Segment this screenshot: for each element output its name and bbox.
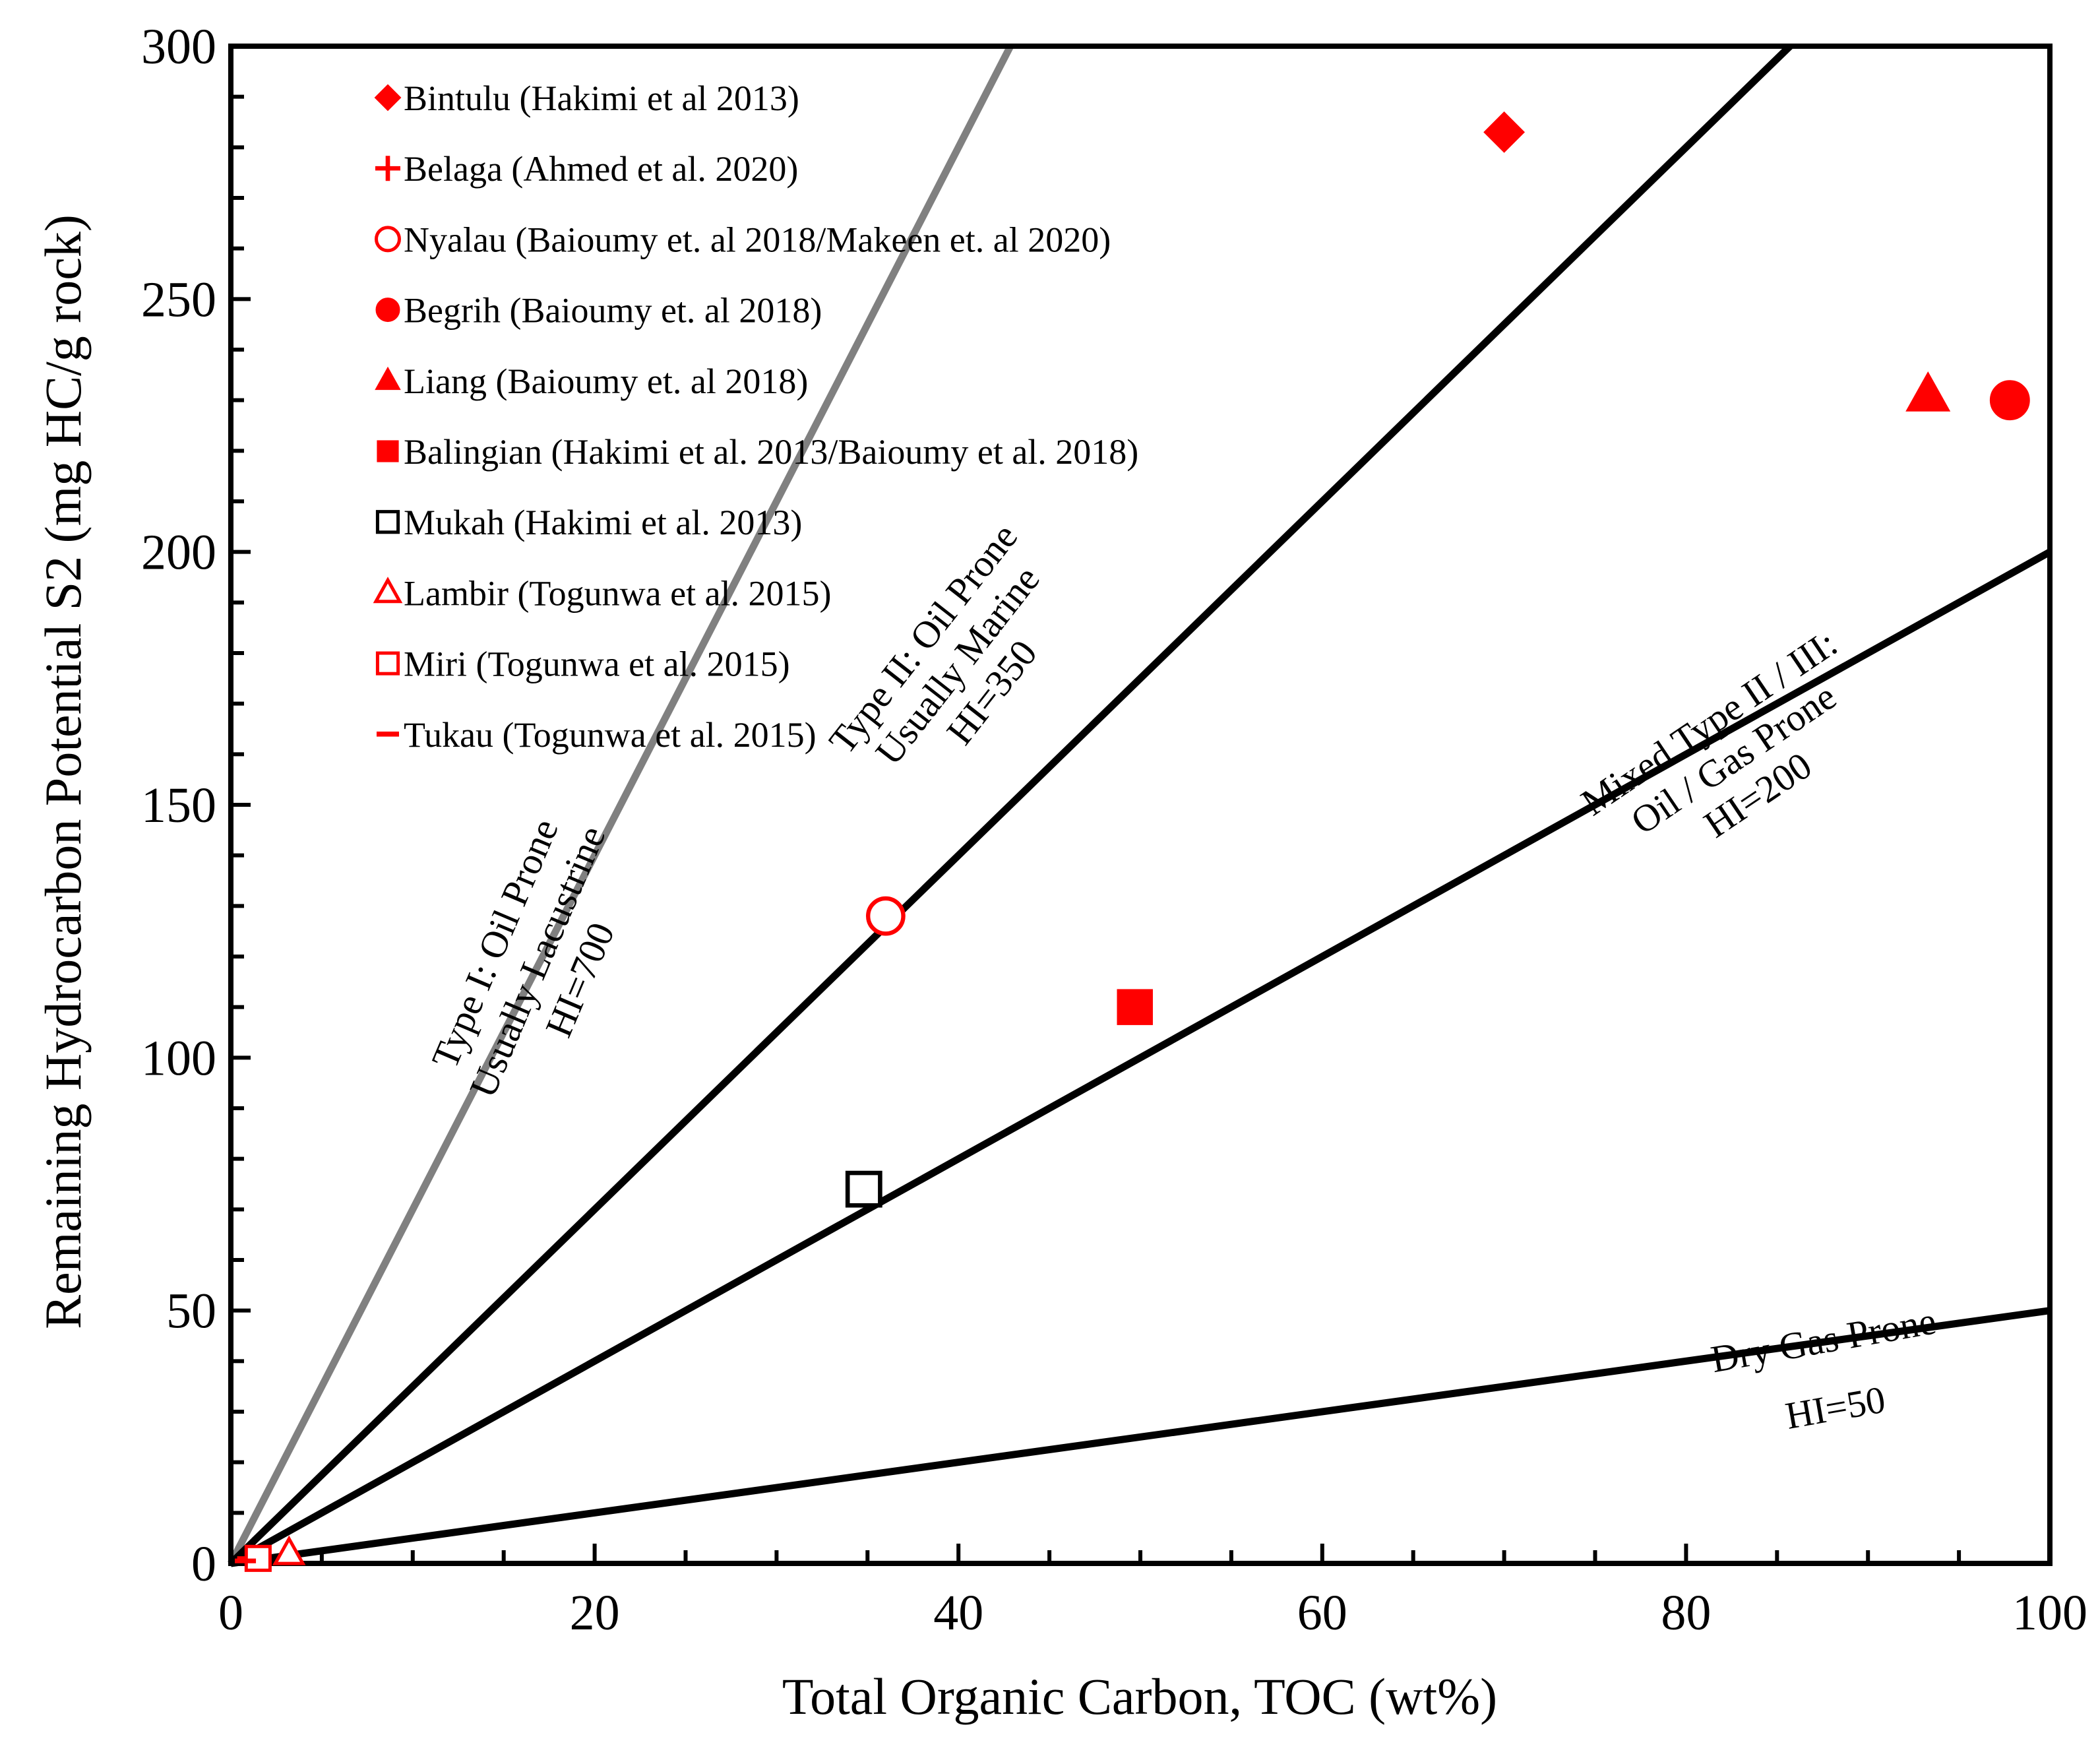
x-tick-label: 60 — [1297, 1585, 1347, 1641]
legend-item-mukah: Mukah (Hakimi et al. 2013) — [375, 503, 802, 542]
legend-marker — [375, 510, 400, 534]
data-point-liang — [1905, 371, 1951, 412]
legend: Bintulu (Hakimi et al 2013) Belaga (Ahmed… — [373, 79, 1138, 755]
legend-label: Nyalau (Baioumy et. al 2018/Makeen et. a… — [404, 220, 1111, 259]
legend-marker — [374, 84, 402, 111]
legend-label: Lambir (Togunwa et al. 2015) — [404, 573, 832, 613]
data-point-begrih — [1989, 380, 2030, 421]
legend-marker — [375, 651, 400, 676]
y-tick-label: 250 — [141, 272, 216, 327]
legend-item-belaga: Belaga (Ahmed et al. 2020) — [375, 149, 798, 189]
legend-item-balingian: Balingian (Hakimi et al. 2013/Baioumy et… — [377, 432, 1138, 472]
y-tick-label: 200 — [141, 525, 216, 581]
reference-lines — [228, 44, 2052, 1567]
legend-item-nyalau: Nyalau (Baioumy et. al 2018/Makeen et. a… — [375, 220, 1111, 259]
axis-tick-labels: 0 20 40 60 80 100 0 50 100 150 200 250 300 — [141, 19, 2087, 1641]
legend-item-lambir: Lambir (Togunwa et al. 2015) — [373, 573, 832, 613]
legend-label: Tukau (Togunwa et al. 2015) — [404, 715, 817, 755]
data-point-miri — [244, 1544, 272, 1572]
legend-item-liang: Liang (Baioumy et. al 2018) — [375, 361, 808, 401]
y-tick-label: 50 — [166, 1284, 216, 1339]
x-tick-label: 100 — [2012, 1585, 2087, 1641]
legend-marker — [377, 440, 399, 462]
legend-label: Belaga (Ahmed et al. 2020) — [404, 149, 798, 189]
reference-line-hi-50 — [230, 1307, 2051, 1567]
region-label-line: Dry Gas Prone — [1708, 1299, 1939, 1381]
data-point-nyalau — [866, 896, 906, 936]
legend-marker — [375, 366, 401, 391]
legend-item-tukau: Tukau (Togunwa et al. 2015) — [377, 715, 817, 755]
y-axis-title: Remaining Hydrocarbon Potential S2 (mg H… — [34, 214, 92, 1329]
region-label-line: HI=50 — [1782, 1377, 1888, 1437]
legend-marker — [375, 226, 401, 253]
x-tick-label: 80 — [1661, 1585, 1711, 1641]
data-point-mukah — [845, 1170, 882, 1208]
reference-line-hi-200 — [229, 548, 2052, 1567]
data-point-lambir — [272, 1535, 306, 1565]
legend-label: Mukah (Hakimi et al. 2013) — [404, 503, 802, 542]
y-tick-label: 300 — [141, 19, 216, 75]
y-tick-label: 150 — [141, 778, 216, 833]
x-axis-title: Total Organic Carbon, TOC (wt%) — [782, 1668, 1497, 1725]
legend-label: Liang (Baioumy et. al 2018) — [404, 361, 808, 401]
data-point-balingian — [1117, 989, 1153, 1025]
axis-ticks — [229, 44, 2052, 1565]
x-tick-label: 0 — [218, 1585, 243, 1641]
y-tick-label: 0 — [191, 1536, 216, 1592]
reference-line-hi-700 — [228, 44, 1014, 1565]
legend-item-bintulu: Bintulu (Hakimi et al 2013) — [374, 79, 799, 118]
data-points — [235, 111, 2030, 1572]
legend-label: Begrih (Baioumy et. al 2018) — [404, 291, 822, 330]
x-tick-label: 40 — [933, 1585, 983, 1641]
reference-line-hi-350 — [228, 44, 1793, 1566]
legend-marker — [375, 298, 400, 323]
legend-label: Balingian (Hakimi et al. 2013/Baioumy et… — [404, 432, 1138, 472]
legend-marker — [375, 156, 400, 181]
legend-item-miri: Miri (Togunwa et al. 2015) — [375, 644, 790, 684]
x-tick-label: 20 — [570, 1585, 620, 1641]
legend-label: Miri (Togunwa et al. 2015) — [404, 644, 790, 684]
legend-marker — [373, 577, 403, 604]
data-point-bintulu — [1483, 111, 1526, 153]
legend-item-begrih: Begrih (Baioumy et. al 2018) — [375, 291, 822, 330]
legend-label: Bintulu (Hakimi et al 2013) — [404, 79, 799, 118]
y-tick-label: 100 — [141, 1030, 216, 1086]
